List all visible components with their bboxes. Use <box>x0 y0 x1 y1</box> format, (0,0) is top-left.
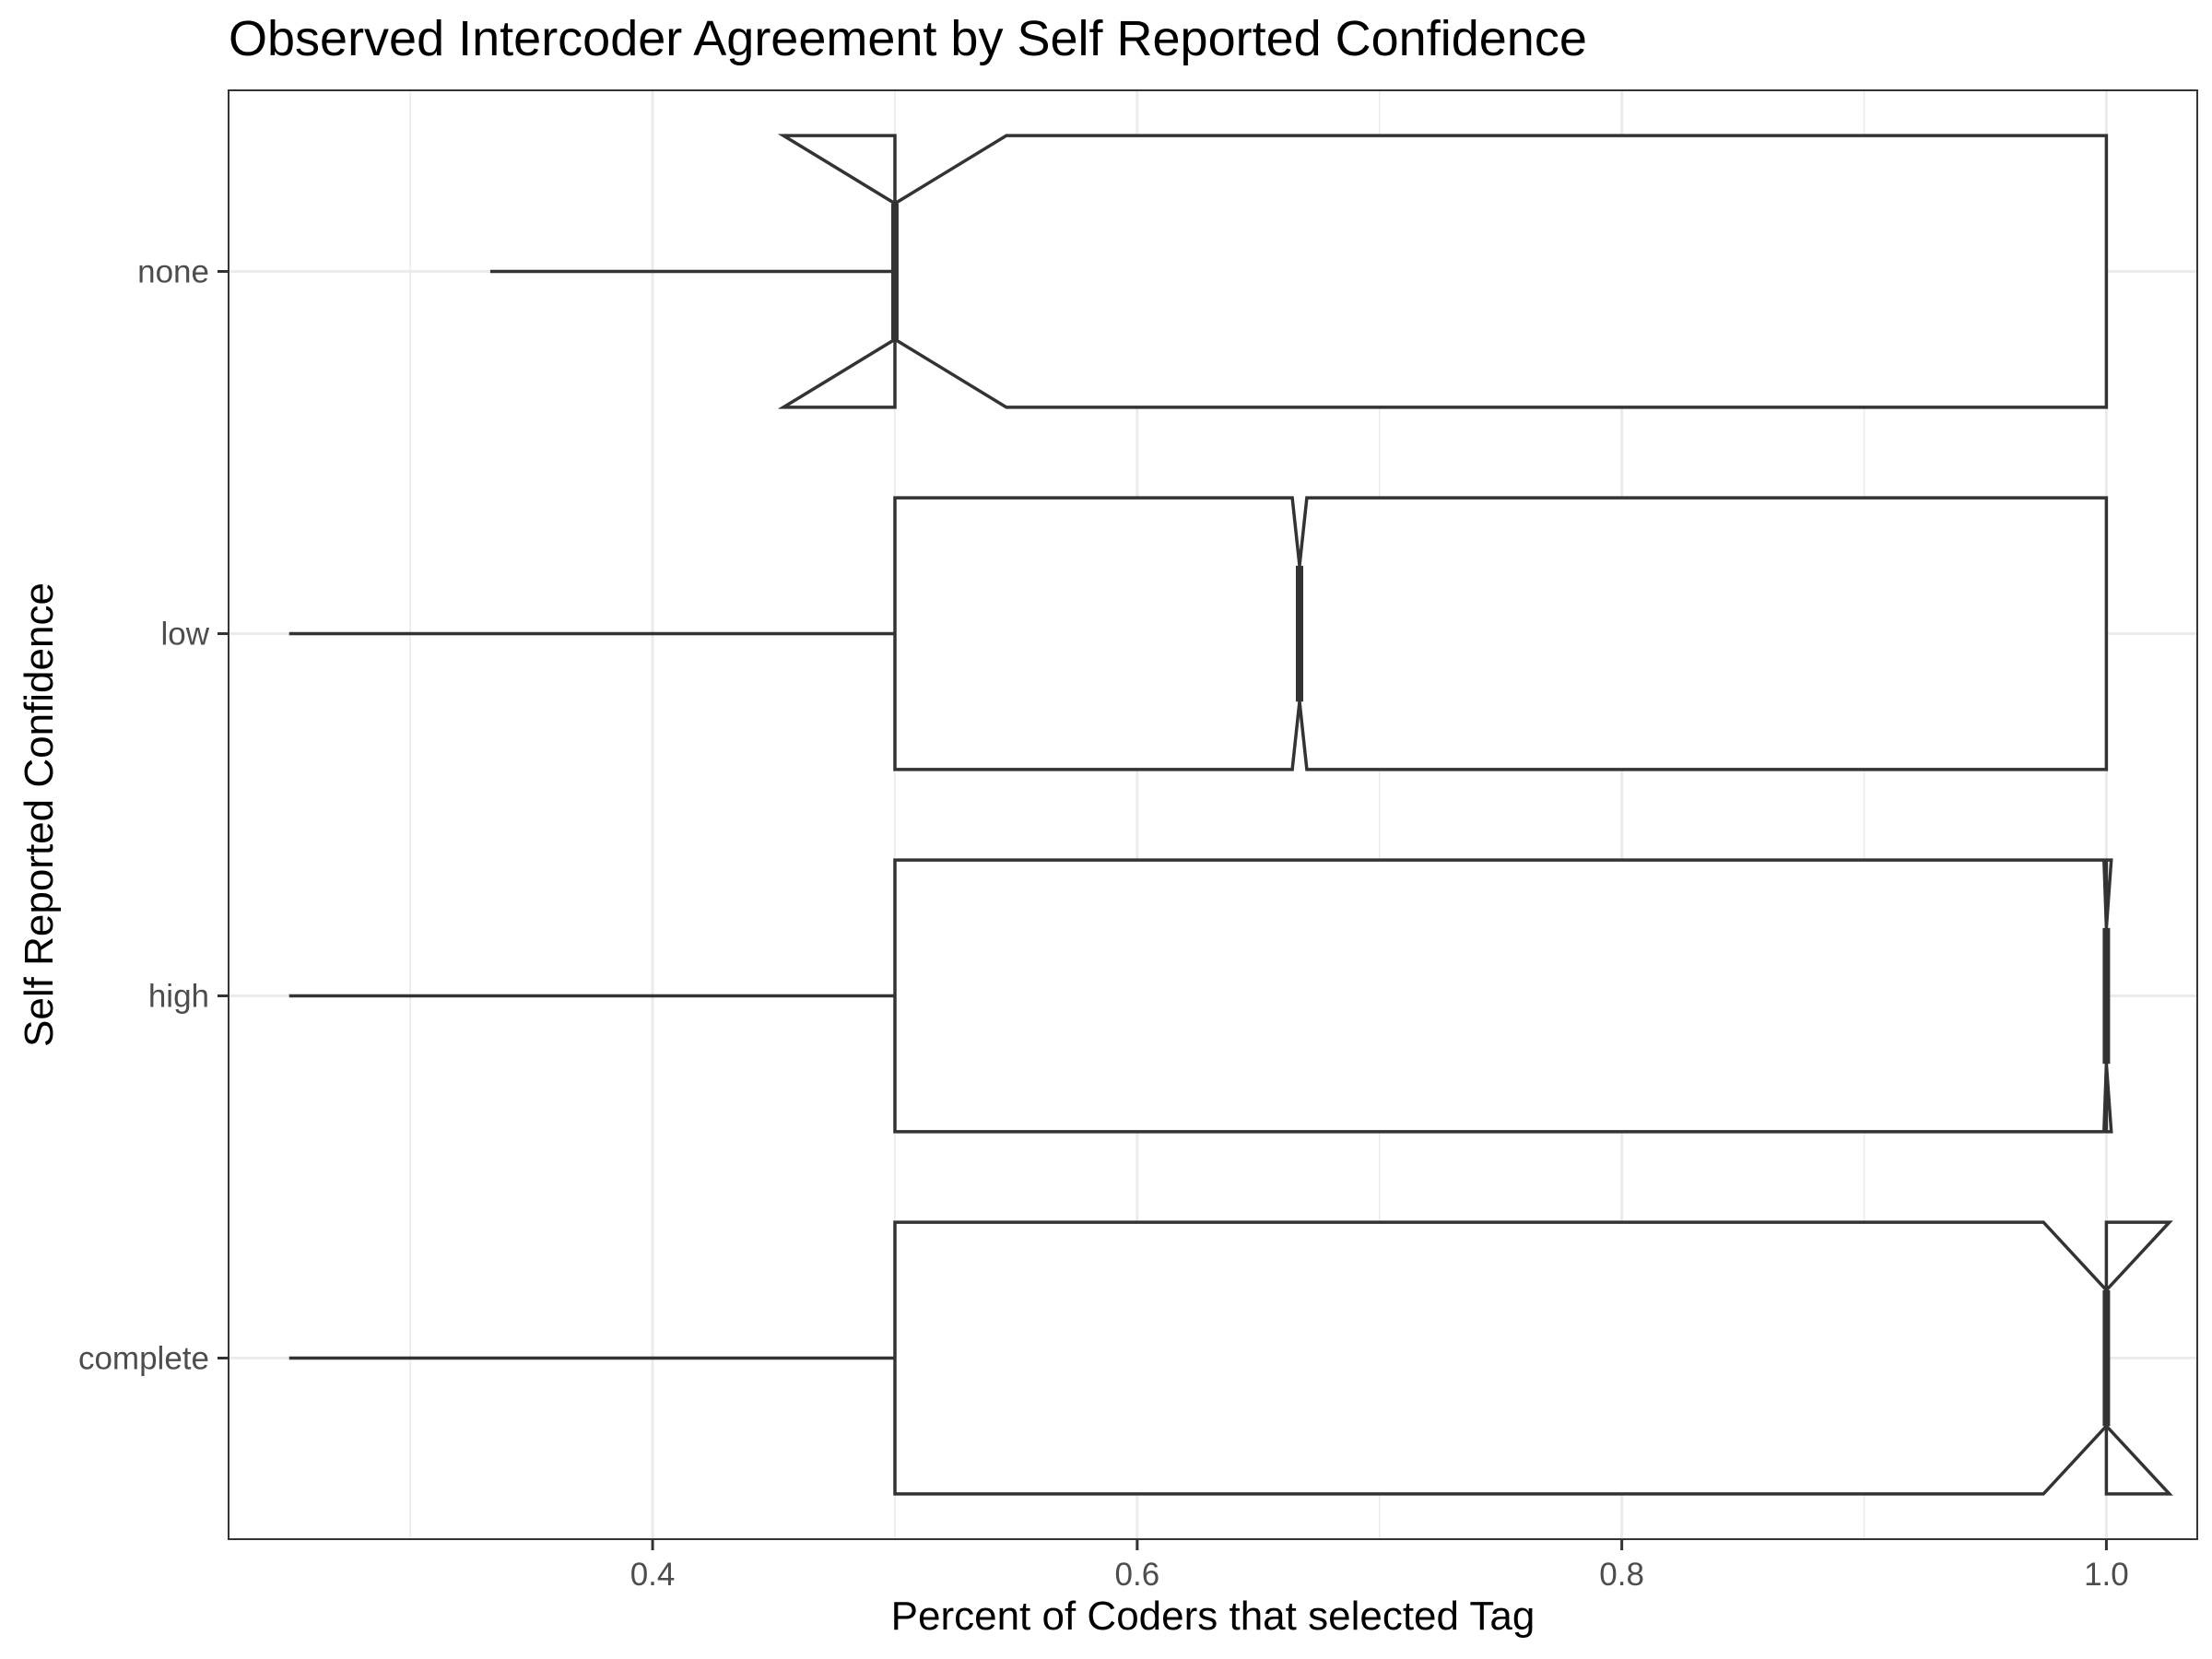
y-tick-label: complete <box>78 1341 209 1377</box>
box-body <box>893 858 2113 1134</box>
box-complete <box>288 1220 2173 1496</box>
y-tick-label: high <box>148 979 209 1015</box>
x-axis-title: Percent of Coders that selected Tag <box>891 1594 1535 1639</box>
box-body <box>893 496 2109 771</box>
y-axis: none low high complete <box>78 254 229 1377</box>
x-axis: 0.4 0.6 0.8 1.0 <box>630 1539 2129 1593</box>
box-body <box>777 134 2109 409</box>
box-low <box>288 496 2109 771</box>
x-tick-label: 0.4 <box>630 1557 676 1593</box>
y-tick-label: none <box>137 254 209 290</box>
panel-border <box>228 89 2198 1540</box>
y-tick-label: low <box>160 617 209 653</box>
box-none <box>489 134 2109 409</box>
y-axis-title: Self Reported Confidence <box>17 582 62 1047</box>
box-body <box>893 1220 2173 1496</box>
x-tick-label: 1.0 <box>2084 1557 2129 1593</box>
x-tick-label: 0.8 <box>1599 1557 1644 1593</box>
x-tick-label: 0.6 <box>1115 1557 1160 1593</box>
boxplots <box>288 134 2173 1496</box>
chart-title: Observed Intercoder Agreement by Self Re… <box>229 11 1587 66</box>
box-high <box>288 858 2113 1134</box>
